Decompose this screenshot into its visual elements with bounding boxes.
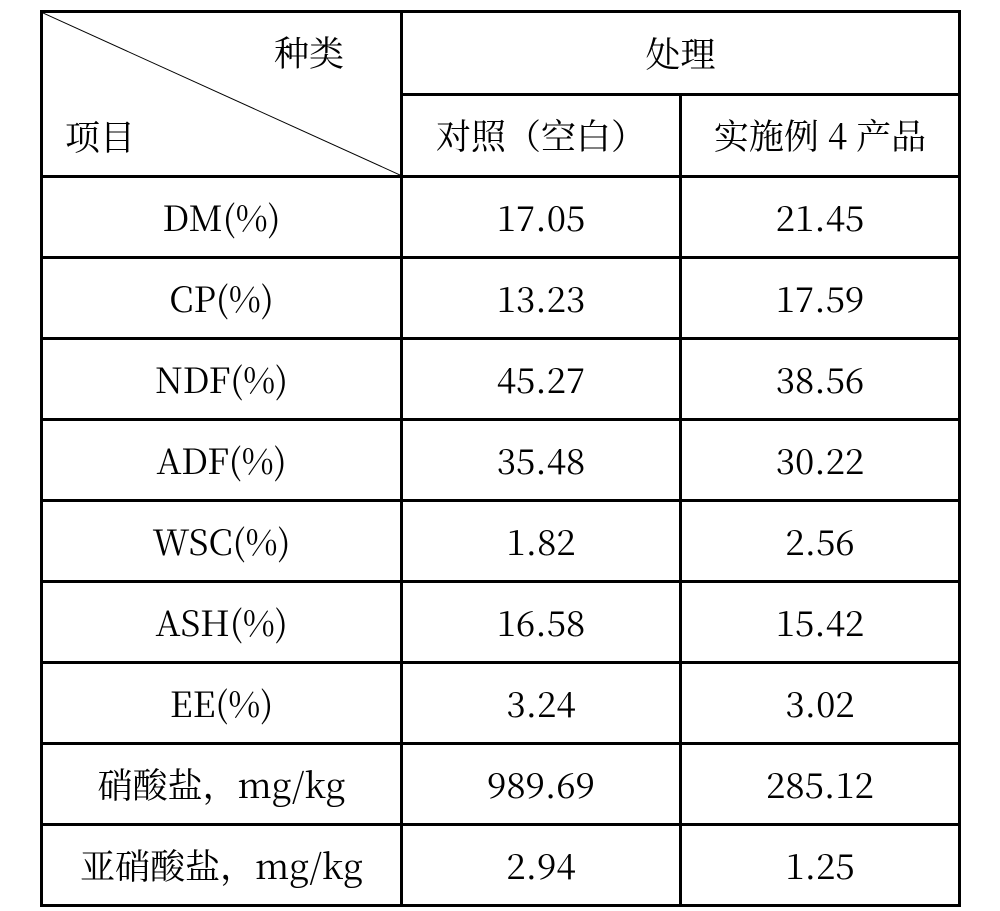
row-example: 21.45 — [681, 177, 960, 258]
row-control: 17.05 — [402, 177, 681, 258]
table-row: WSC(%) 1.82 2.56 — [42, 501, 960, 582]
row-label: CP(%) — [42, 258, 402, 339]
row-control: 35.48 — [402, 420, 681, 501]
row-example: 15.42 — [681, 582, 960, 663]
row-example: 3.02 — [681, 663, 960, 744]
table-row: EE(%) 3.24 3.02 — [42, 663, 960, 744]
table-row: ADF(%) 35.48 30.22 — [42, 420, 960, 501]
header-group-label: 处理 — [402, 12, 960, 95]
row-control: 2.94 — [402, 825, 681, 906]
row-label: ASH(%) — [42, 582, 402, 663]
row-example: 2.56 — [681, 501, 960, 582]
header-col-control: 对照（空白） — [402, 94, 681, 177]
row-control: 1.82 — [402, 501, 681, 582]
table-row: 硝酸盐，mg/kg 989.69 285.12 — [42, 744, 960, 825]
header-diagonal-cell: 种类 项目 — [42, 12, 402, 177]
table-row: NDF(%) 45.27 38.56 — [42, 339, 960, 420]
row-control: 989.69 — [402, 744, 681, 825]
row-control: 16.58 — [402, 582, 681, 663]
row-control: 13.23 — [402, 258, 681, 339]
row-label: DM(%) — [42, 177, 402, 258]
header-item-label: 项目 — [65, 111, 135, 161]
data-table: 种类 项目 处理 对照（空白） 实施例 4 产品 DM(%) 17.05 21.… — [40, 10, 961, 907]
row-example: 285.12 — [681, 744, 960, 825]
table-row: 亚硝酸盐，mg/kg 2.94 1.25 — [42, 825, 960, 906]
table-header-row: 种类 项目 处理 — [42, 12, 960, 95]
row-example: 1.25 — [681, 825, 960, 906]
row-label: ADF(%) — [42, 420, 402, 501]
row-control: 45.27 — [402, 339, 681, 420]
row-control: 3.24 — [402, 663, 681, 744]
row-label: EE(%) — [42, 663, 402, 744]
row-label: 硝酸盐，mg/kg — [42, 744, 402, 825]
row-example: 30.22 — [681, 420, 960, 501]
row-label: 亚硝酸盐，mg/kg — [42, 825, 402, 906]
table-row: ASH(%) 16.58 15.42 — [42, 582, 960, 663]
table-row: DM(%) 17.05 21.45 — [42, 177, 960, 258]
table-row: CP(%) 13.23 17.59 — [42, 258, 960, 339]
row-label: WSC(%) — [42, 501, 402, 582]
header-col-example: 实施例 4 产品 — [681, 94, 960, 177]
row-example: 17.59 — [681, 258, 960, 339]
row-example: 38.56 — [681, 339, 960, 420]
header-kind-label: 种类 — [274, 27, 344, 77]
row-label: NDF(%) — [42, 339, 402, 420]
